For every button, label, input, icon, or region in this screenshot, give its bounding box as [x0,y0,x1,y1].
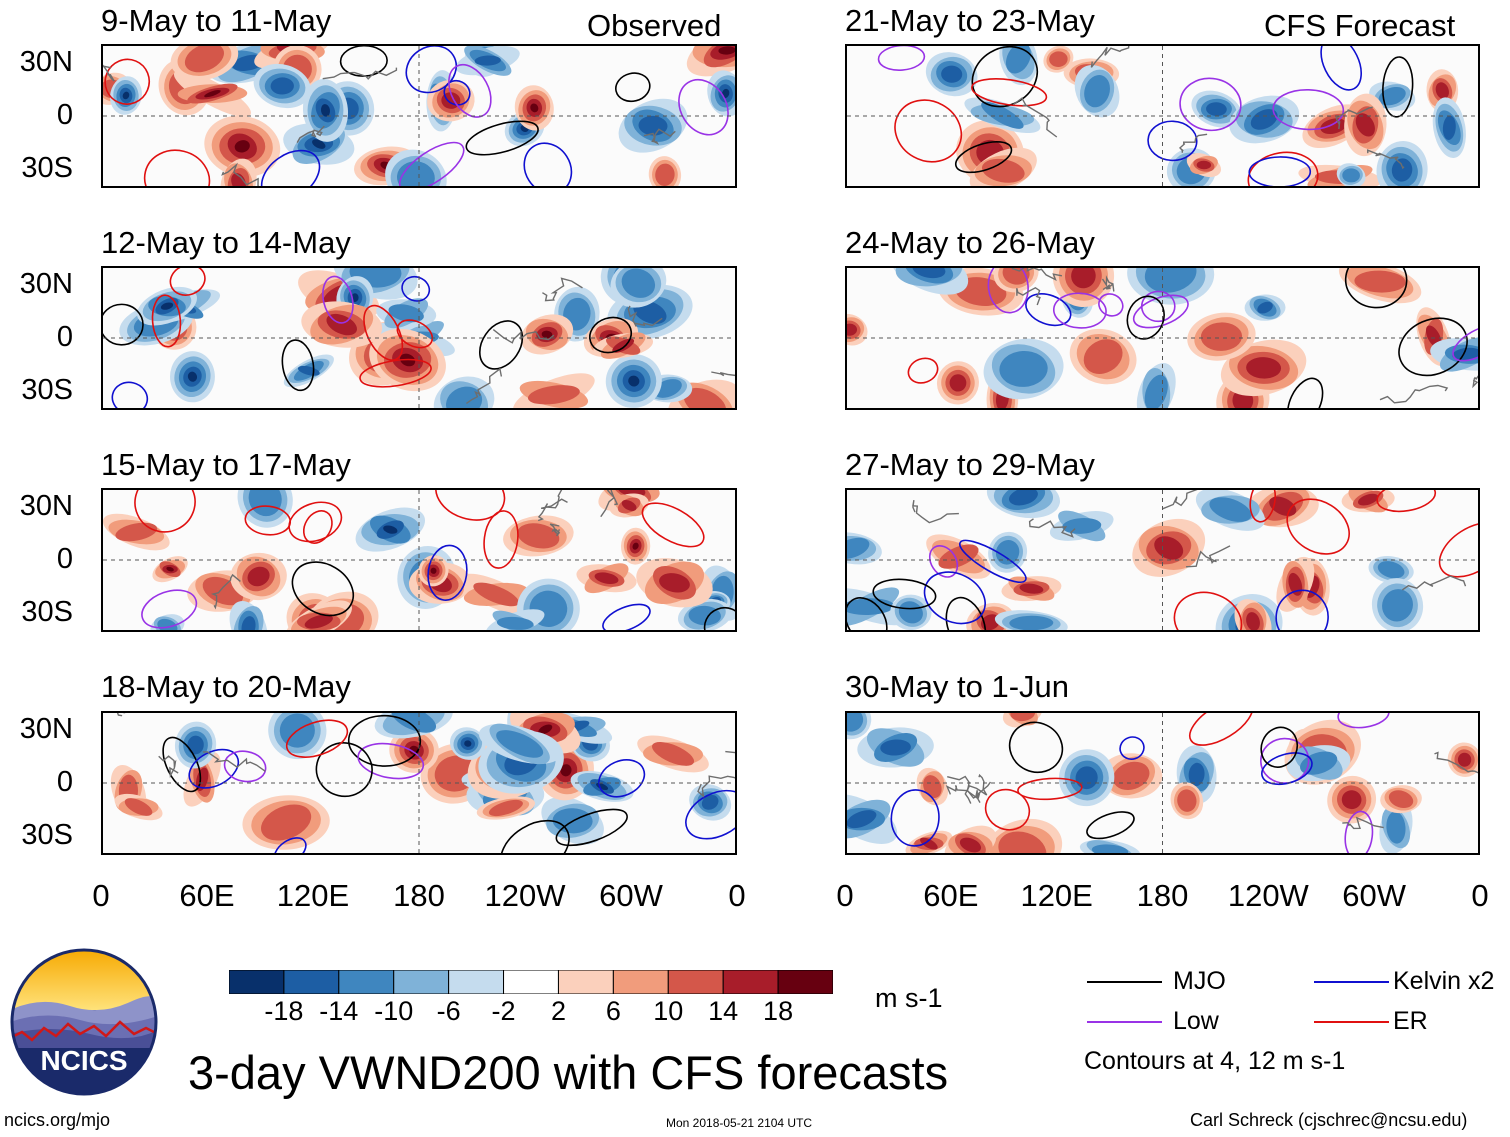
lon-label: 0 [92,878,110,913]
map-panel-9-11-may [101,44,737,188]
er-line-icon [1314,1021,1389,1023]
legend-low: Low [1173,1007,1219,1035]
legend-er: ER [1393,1007,1428,1035]
lat-label: 30N [19,713,73,745]
colorbar-tick-label: 10 [653,996,684,1026]
panel-title-8: 30-May to 1-Jun [845,669,1069,704]
colorbar-swatch [503,969,559,995]
map-panel-21-23-may [845,44,1480,188]
panel-title-1: 9-May to 11-May [101,3,332,38]
colorbar-swatch [667,969,724,995]
panel-title-2: 12-May to 14-May [101,225,351,260]
lon-label: 0 [836,878,854,913]
lon-label: 0 [1471,878,1489,913]
lon-label: 60E [179,878,235,913]
lat-label: 30N [19,490,73,522]
map-panel-30-may-1-jun [845,711,1480,855]
footer-author: Carl Schreck (cjschrec@ncsu.edu) [1190,1110,1468,1130]
low-line-icon [1087,1021,1162,1023]
contour-legend: MJO Kelvin x2 Low ER Contours at 4, 12 m… [1084,967,1507,1077]
colorbar-tick-label: -6 [436,996,461,1026]
colorbar-tick-label: 14 [708,996,739,1026]
contour-note: Contours at 4, 12 m s-1 [1084,1047,1346,1075]
ncics-logo: NCICS [10,948,158,1096]
colorbar-swatch [338,969,395,995]
lat-label: 0 [56,543,73,575]
legend-kelvin: Kelvin x2 [1393,967,1495,995]
lon-label: 120E [276,878,350,913]
colorbar-swatch [557,969,614,995]
colorbar-swatch [448,969,505,995]
colorbar-swatch [722,969,779,995]
lon-label: 120W [1227,878,1309,913]
lon-label: 180 [1136,878,1189,913]
colorbar [228,969,834,995]
colorbar-tick-label: 2 [550,996,566,1026]
colorbar-swatch [283,969,340,995]
legend-mjo: MJO [1173,967,1226,995]
panel-title-5: 21-May to 23-May [845,3,1095,38]
main-title: 3-day VWND200 with CFS forecasts [188,1046,949,1099]
colorbar-tick-label: -10 [374,996,414,1026]
lat-label: 30S [21,596,73,628]
map-panel-15-17-may [101,488,737,632]
lon-label: 120E [1020,878,1093,913]
panel-title-3: 15-May to 17-May [101,447,351,482]
map-panel-27-29-may [845,488,1480,632]
footer-timestamp: Mon 2018-05-21 2104 UTC [666,1116,813,1130]
lat-label: 30N [19,268,73,300]
footer-url[interactable]: ncics.org/mjo [4,1110,111,1130]
colorbar-swatch [612,969,669,995]
map-panel-18-20-may [101,711,737,855]
lon-label: 60E [923,878,979,913]
panel-title-6: 24-May to 26-May [845,225,1095,260]
colorbar-swatch [777,969,834,995]
lon-label: 60W [1342,878,1407,913]
colorbar-tick-label: -18 [264,996,304,1026]
lon-label: 120W [484,878,566,913]
lat-label: 30N [19,46,73,78]
map-panel-24-26-may [845,266,1480,410]
kelvin-line-icon [1314,981,1389,983]
colorbar-swatch [228,969,285,995]
colorbar-tick-label: 6 [605,996,621,1026]
lat-label: 30S [21,152,73,184]
panel-title-4: 18-May to 20-May [101,669,351,704]
panel-title-7: 27-May to 29-May [845,447,1095,482]
lat-label: 30S [21,819,73,851]
map-panel-12-14-may [101,266,737,410]
cfs-forecast-label: CFS Forecast [1264,8,1456,43]
logo-text: NCICS [40,1045,127,1076]
lat-label: 0 [56,321,73,353]
colorbar-tick-label: -2 [491,996,516,1026]
lat-label: 0 [56,766,73,798]
lat-label: 0 [56,99,73,131]
lon-label: 180 [393,878,445,913]
observed-label: Observed [587,8,722,43]
colorbar-swatch [393,969,450,995]
colorbar-units: m s-1 [875,983,943,1013]
lon-label: 0 [728,878,746,913]
colorbar-tick-label: 18 [763,996,794,1026]
lat-label: 30S [21,374,73,406]
colorbar-tick-label: -14 [319,996,359,1026]
mjo-line-icon [1087,981,1162,983]
lon-label: 60W [599,878,663,913]
